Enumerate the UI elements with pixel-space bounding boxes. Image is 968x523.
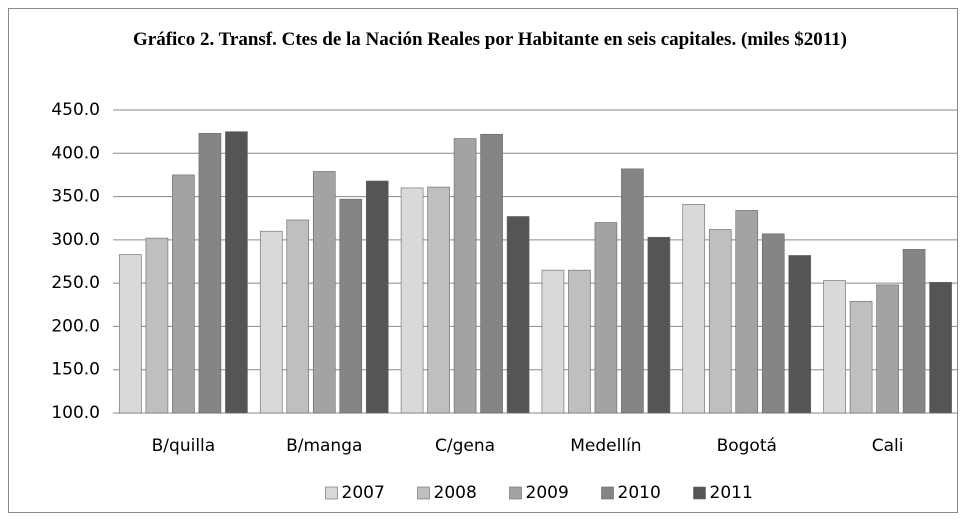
bar <box>876 284 899 414</box>
legend-swatch <box>325 486 338 500</box>
bar <box>823 280 846 414</box>
y-tick-label: 150.0 <box>51 360 100 380</box>
y-tick-label: 450.0 <box>51 100 100 120</box>
bar <box>902 249 926 414</box>
bar <box>929 281 952 414</box>
bar <box>849 301 873 414</box>
bar <box>119 254 142 414</box>
bar <box>400 187 424 414</box>
bar <box>541 269 565 414</box>
bar <box>225 131 248 414</box>
bar <box>735 210 759 414</box>
y-tick-label: 350.0 <box>51 187 100 207</box>
x-tick-label: Bogotá <box>717 436 777 456</box>
bar <box>453 138 477 414</box>
bar <box>286 219 310 414</box>
y-tick-label: 100.0 <box>51 403 100 423</box>
legend-label: 2009 <box>526 483 569 503</box>
y-tick-label: 300.0 <box>51 230 100 250</box>
legend-swatch <box>601 486 614 500</box>
bar <box>312 171 336 414</box>
chart-title: Gráfico 2. Transf. Ctes de la Nación Rea… <box>132 29 848 50</box>
bar <box>427 186 450 414</box>
x-tick-label: B/quilla <box>152 436 216 456</box>
bar <box>788 255 812 414</box>
bar <box>708 229 732 414</box>
x-tick-label: C/gena <box>435 436 495 456</box>
bar <box>259 230 283 414</box>
x-tick-label: Cali <box>872 436 904 456</box>
bar <box>480 133 503 414</box>
bar <box>172 174 195 414</box>
bar <box>761 233 785 414</box>
bar <box>145 237 169 414</box>
y-tick-label: 400.0 <box>51 143 100 163</box>
legend-swatch <box>509 486 522 500</box>
y-tick-label: 250.0 <box>51 273 100 293</box>
legend-label: 2007 <box>342 483 385 503</box>
bar <box>682 204 706 414</box>
x-tick-label: B/manga <box>286 436 362 456</box>
legend-label: 2008 <box>434 483 477 503</box>
x-tick-label: Medellín <box>570 436 641 456</box>
legend-label: 2011 <box>710 483 753 503</box>
legend-swatch <box>693 486 706 500</box>
y-tick-label: 200.0 <box>51 316 100 336</box>
chart-frame <box>8 8 958 513</box>
bar <box>568 269 591 414</box>
bar <box>647 236 671 414</box>
bar <box>594 222 618 414</box>
bar <box>506 216 530 414</box>
bar <box>339 198 363 414</box>
bar <box>365 180 389 414</box>
legend-swatch <box>417 486 430 500</box>
legend-label: 2010 <box>618 483 661 503</box>
bar <box>198 133 222 414</box>
bar <box>621 168 644 414</box>
